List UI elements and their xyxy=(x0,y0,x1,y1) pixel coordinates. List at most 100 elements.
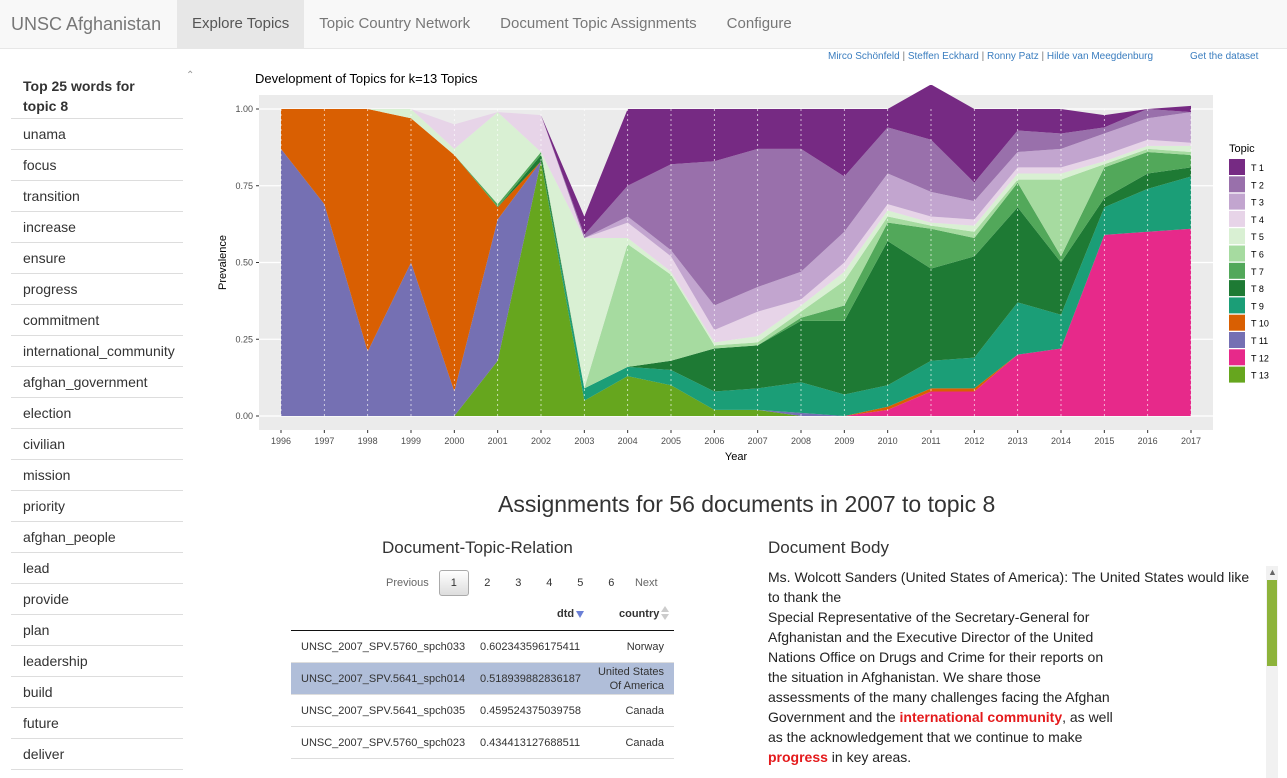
topic-word: unama xyxy=(11,119,183,150)
column-header-dtd[interactable]: dtd xyxy=(557,608,575,620)
x-axis-label: Year xyxy=(725,451,748,463)
sort-down-icon[interactable] xyxy=(661,614,669,620)
author-link[interactable]: Ronny Patz xyxy=(987,51,1039,62)
x-tick-label: 2005 xyxy=(661,436,681,446)
doc-body-heading: Document Body xyxy=(768,538,889,557)
legend-label: T 12 xyxy=(1251,353,1269,363)
legend-swatch xyxy=(1229,245,1245,262)
x-tick-label: 1999 xyxy=(401,436,421,446)
legend-label: T 13 xyxy=(1251,371,1269,381)
area-series-t1 xyxy=(281,85,1191,235)
pagination: Previous 1 2 3 4 5 6 Next xyxy=(382,570,669,596)
y-tick-label: 0.25 xyxy=(235,334,253,344)
author-link[interactable]: Hilde van Meegdenburg xyxy=(1046,51,1154,62)
topic-word: leadership xyxy=(11,646,183,677)
x-tick-label: 2009 xyxy=(834,436,854,446)
scroll-up-icon[interactable]: ▲ xyxy=(1268,567,1277,577)
tab-explore-topics[interactable]: Explore Topics xyxy=(177,0,305,48)
table-row[interactable]: UNSC_2007_SPV.5760_spch033 0.602343596175… xyxy=(291,631,674,663)
table-row[interactable]: UNSC_2007_SPV.5760_spch023 0.434413127688… xyxy=(291,727,674,759)
legend-label: T 2 xyxy=(1251,180,1264,190)
topic-word: international_community xyxy=(11,336,183,367)
page-button-4[interactable]: 4 xyxy=(546,577,553,589)
x-tick-label: 2002 xyxy=(531,436,551,446)
tab-topic-country-network[interactable]: Topic Country Network xyxy=(319,15,471,32)
legend-label: T 9 xyxy=(1251,301,1264,311)
sort-up-icon[interactable] xyxy=(661,606,669,612)
table-body: UNSC_2007_SPV.5760_spch033 0.602343596175… xyxy=(291,631,674,759)
area-series-t2 xyxy=(281,109,1191,306)
table-cell-id: UNSC_2007_SPV.5641_spch014 xyxy=(301,672,466,685)
page-button-6[interactable]: 6 xyxy=(608,577,615,589)
x-tick-label: 1996 xyxy=(271,436,291,446)
scrollbar-thumb[interactable] xyxy=(1267,580,1277,666)
x-tick-label: 2015 xyxy=(1094,436,1114,446)
legend-title: Topic xyxy=(1229,143,1255,155)
legend-swatch xyxy=(1229,228,1245,245)
table-cell-country: Canada xyxy=(625,704,664,717)
topic-word: election xyxy=(11,398,183,429)
brand-title[interactable]: UNSC Afghanistan xyxy=(11,14,162,34)
x-tick-label: 2007 xyxy=(748,436,768,446)
get-dataset-link[interactable]: Get the dataset xyxy=(1190,51,1259,62)
legend-swatch xyxy=(1229,332,1245,348)
author-link[interactable]: Steffen Eckhard xyxy=(907,51,979,62)
topic-area-chart: 0.00 0.25 0.50 0.75 1.00 1996 1997 1998 1999 2000… xyxy=(217,85,1269,463)
x-tick-label: 1997 xyxy=(314,436,334,446)
table-row[interactable]: UNSC_2007_SPV.5641_spch035 0.459524375039… xyxy=(291,695,674,727)
page-button-1[interactable]: 1 xyxy=(438,570,469,596)
page-button-3[interactable]: 3 xyxy=(515,577,522,589)
topic-word: plan xyxy=(11,615,183,646)
legend-swatch xyxy=(1229,280,1245,297)
tab-document-topic-assignments[interactable]: Document Topic Assignments xyxy=(500,15,697,32)
y-tick-label: 0.75 xyxy=(235,181,253,191)
topic-word: future xyxy=(11,708,183,739)
x-tick-label: 2001 xyxy=(488,436,508,446)
topic-word: deliver xyxy=(11,739,183,770)
author-links: Mirco Schönfeld | Steffen Eckhard | Ronn… xyxy=(828,51,1154,62)
topic-word: afghan_people xyxy=(11,522,183,553)
document-scrollbar[interactable]: ▲ xyxy=(1266,566,1278,778)
y-tick-label: 1.00 xyxy=(235,104,253,114)
chevron-up-icon[interactable]: ⌃ xyxy=(186,70,195,81)
document-text: Special Representative of the Secretary-… xyxy=(768,609,1110,725)
tab-configure[interactable]: Configure xyxy=(726,15,792,32)
x-tick-label: 2016 xyxy=(1138,436,1158,446)
x-tick-label: 2010 xyxy=(878,436,898,446)
area-series-t8 xyxy=(281,109,1191,395)
sidebar-title: Top 25 words for topic 8 xyxy=(11,66,183,119)
legend-label: T 3 xyxy=(1251,198,1264,208)
legend-swatch xyxy=(1229,349,1245,366)
topic-word: provide xyxy=(11,584,183,615)
next-page-button[interactable]: Next xyxy=(634,577,658,589)
word-list: unama focus transition increase ensure progre… xyxy=(11,119,183,770)
author-link[interactable]: Mirco Schönfeld xyxy=(828,51,900,62)
legend-label: T 4 xyxy=(1251,215,1264,225)
assignments-heading: Assignments for 56 documents in 2007 to … xyxy=(498,491,996,517)
table-cell-id: UNSC_2007_SPV.5760_spch033 xyxy=(301,640,466,653)
table-cell-dtd: 0.518939882836187 xyxy=(480,672,581,685)
legend-label: T 11 xyxy=(1251,336,1268,346)
topic-word: civilian xyxy=(11,429,183,460)
legend-swatch xyxy=(1229,210,1245,227)
topic-word: mission xyxy=(11,460,183,491)
document-text-paragraph: Special Representative of the Secretary-… xyxy=(768,607,1123,767)
sidebar-scrollbar[interactable]: ⌃ xyxy=(184,66,196,778)
table-row[interactable]: UNSC_2007_SPV.5641_spch014 0.518939882836… xyxy=(291,663,674,695)
x-tick-label: 1998 xyxy=(358,436,378,446)
y-tick-label: 0.50 xyxy=(235,258,253,268)
legend-label: T 5 xyxy=(1251,232,1264,242)
page-button-5[interactable]: 5 xyxy=(577,577,584,589)
topic-word: afghan_government xyxy=(11,367,183,398)
legend-label: T 1 xyxy=(1251,163,1264,173)
sort-desc-icon[interactable] xyxy=(576,611,584,618)
column-header-country[interactable]: country xyxy=(619,608,660,620)
page-button-2[interactable]: 2 xyxy=(484,577,491,589)
area-series-t11 xyxy=(281,148,1191,416)
topic-word: lead xyxy=(11,553,183,584)
previous-page-button[interactable]: Previous xyxy=(386,577,429,589)
topic-word: transition xyxy=(11,181,183,212)
area-series-t10 xyxy=(281,109,1191,416)
table-cell-dtd: 0.459524375039758 xyxy=(480,704,581,717)
topic-word: focus xyxy=(11,150,183,181)
